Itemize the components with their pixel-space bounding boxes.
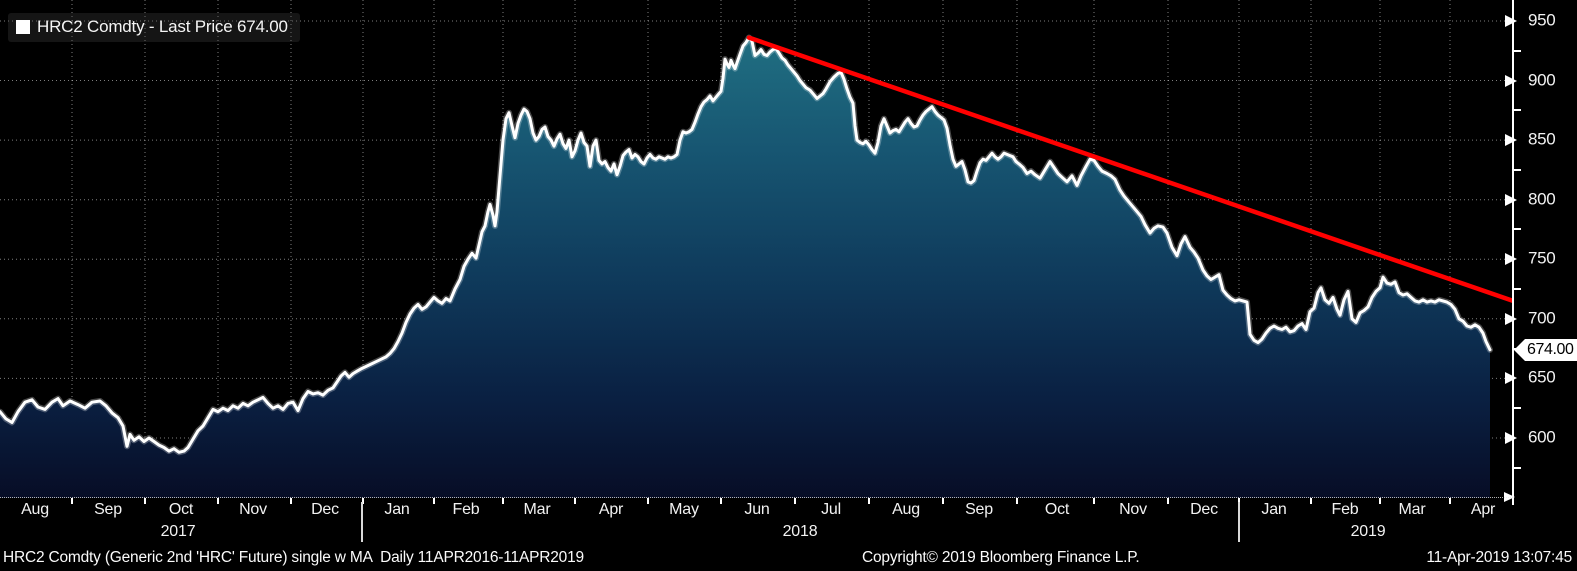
- y-minor-tick: [1513, 168, 1521, 171]
- y-minor-tick: [1513, 228, 1521, 231]
- y-tick-arrow-icon: [1505, 14, 1517, 27]
- legend-last-price-value: 674.00: [237, 17, 288, 36]
- x-month-label: Oct: [168, 501, 194, 518]
- x-month-label: Aug: [892, 501, 920, 518]
- x-tick: [433, 498, 435, 504]
- x-tick: [217, 498, 219, 504]
- x-tick: [794, 498, 796, 504]
- x-tick: [1238, 498, 1240, 504]
- series-swatch-icon: [16, 20, 30, 34]
- x-tick: [1379, 498, 1381, 504]
- y-tick-label: 700: [1528, 308, 1556, 328]
- x-tick: [942, 498, 944, 504]
- y-tick-label: 600: [1528, 427, 1556, 447]
- legend-series-label: HRC2 Comdty - Last Price: [37, 17, 233, 36]
- y-minor-tick: [1513, 109, 1521, 112]
- legend[interactable]: HRC2 Comdty - Last Price 674.00: [8, 13, 300, 42]
- x-month-label: Sep: [94, 501, 122, 518]
- area-fill: [0, 37, 1490, 498]
- x-month-label: Sep: [965, 501, 993, 518]
- price-chart-plot[interactable]: [0, 0, 1513, 498]
- x-tick: [868, 498, 870, 504]
- x-month-label: Jan: [384, 501, 410, 518]
- x-month-label: Apr: [1470, 501, 1496, 518]
- x-tick: [144, 498, 146, 504]
- timestamp: 11-Apr-2019 13:07:45: [1426, 549, 1572, 566]
- x-month-label: Jul: [821, 501, 841, 518]
- x-tick: [1449, 498, 1451, 504]
- y-tick-arrow-icon: [1505, 193, 1517, 206]
- x-month-label: Jun: [744, 501, 770, 518]
- x-month-label: May: [669, 501, 699, 518]
- y-tick-label: 850: [1528, 129, 1556, 149]
- x-tick: [1093, 498, 1095, 504]
- x-month-label: Nov: [239, 501, 267, 518]
- y-tick-label: 650: [1528, 367, 1556, 387]
- x-month-label: Apr: [598, 501, 624, 518]
- y-tick-label: 950: [1528, 10, 1556, 30]
- y-minor-tick: [1513, 49, 1521, 52]
- x-tick: [1310, 498, 1312, 504]
- y-tick-arrow-icon: [1505, 253, 1517, 266]
- y-tick-label: 800: [1528, 189, 1556, 209]
- chart-description: HRC2 Comdty (Generic 2nd 'HRC' Future) s…: [3, 549, 584, 566]
- y-tick-arrow-icon: [1505, 74, 1517, 87]
- y-tick-label: 900: [1528, 70, 1556, 90]
- trend-line: [746, 35, 1513, 304]
- x-year-label: 2019: [1350, 523, 1386, 540]
- y-tick-arrow-icon: [1505, 431, 1517, 444]
- x-month-label: Jan: [1261, 501, 1287, 518]
- x-year-label: 2017: [160, 523, 196, 540]
- y-tick-arrow-icon: [1505, 372, 1517, 385]
- x-month-label: Oct: [1044, 501, 1070, 518]
- y-tick-arrow-icon: [1505, 312, 1517, 325]
- y-axis-line: [1512, 0, 1514, 505]
- x-month-label: Mar: [1398, 501, 1426, 518]
- y-minor-tick: [1513, 407, 1521, 410]
- status-bar: HRC2 Comdty (Generic 2nd 'HRC' Future) s…: [0, 545, 1577, 571]
- x-tick: [71, 498, 73, 504]
- x-year-label: 2018: [782, 523, 818, 540]
- x-month-label: Dec: [311, 501, 339, 518]
- x-tick: [1016, 498, 1018, 504]
- x-tick: [720, 498, 722, 504]
- y-minor-tick: [1513, 466, 1521, 469]
- year-divider: [1238, 502, 1240, 542]
- x-tick: [647, 498, 649, 504]
- x-axis-baseline: [0, 497, 1513, 498]
- x-tick: [290, 498, 292, 504]
- y-tick-label: 750: [1528, 248, 1556, 268]
- price-line: [0, 36, 1492, 454]
- x-tick: [502, 498, 504, 504]
- copyright-text: Copyright© 2019 Bloomberg Finance L.P.: [862, 549, 1140, 566]
- last-price-tag: 674.00: [1514, 339, 1577, 361]
- y-tick-arrow-icon: [1505, 134, 1517, 147]
- x-tick: [1167, 498, 1169, 504]
- x-month-label: Feb: [1331, 501, 1359, 518]
- last-price-value: 674.00: [1527, 341, 1574, 358]
- x-month-label: Mar: [523, 501, 551, 518]
- x-month-label: Dec: [1190, 501, 1218, 518]
- y-minor-tick: [1513, 288, 1521, 291]
- x-month-label: Feb: [452, 501, 480, 518]
- x-month-label: Nov: [1119, 501, 1147, 518]
- year-divider: [361, 502, 363, 542]
- x-month-label: Aug: [21, 501, 49, 518]
- x-tick: [362, 498, 364, 504]
- x-tick: [574, 498, 576, 504]
